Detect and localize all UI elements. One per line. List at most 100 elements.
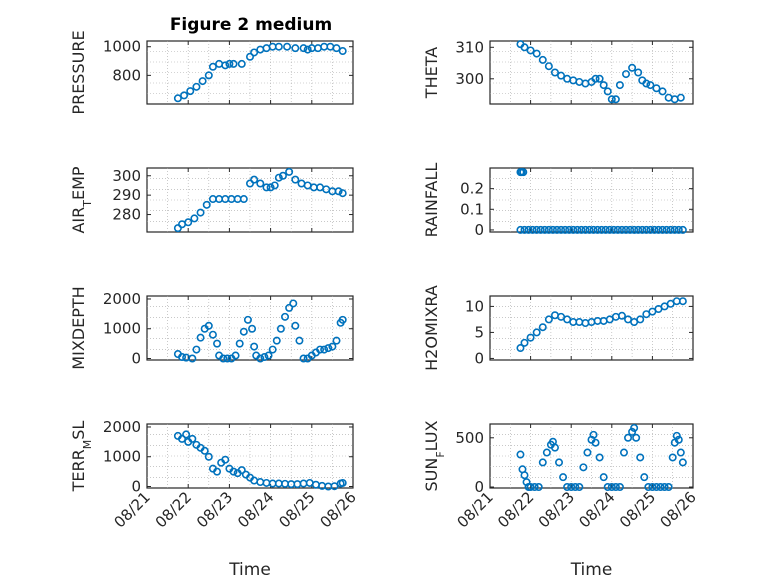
- data-point-terr_msl: [338, 478, 347, 487]
- series-h2omixra: [516, 297, 687, 353]
- ylabel-rainfall: RAINFALL: [422, 163, 441, 238]
- ylabel-part: AIR: [69, 207, 88, 234]
- data-point-rainfall: [569, 225, 578, 234]
- data-point-theta: [595, 74, 604, 83]
- data-point-rainfall: [557, 225, 566, 234]
- series-theta: [516, 40, 685, 104]
- data-point-rainfall: [670, 225, 679, 234]
- data-point-air_temp: [250, 175, 259, 184]
- data-point-pressure: [332, 44, 341, 53]
- data-point-mixdepth: [178, 353, 187, 362]
- data-point-theta: [676, 93, 685, 102]
- data-point-theta: [634, 68, 643, 77]
- data-point-mixdepth: [213, 339, 222, 348]
- data-point-terr_msl: [204, 452, 213, 461]
- ytick-label-pressure: 800: [112, 66, 141, 84]
- xtick-label-terr_msl: 08/25: [275, 488, 318, 531]
- ytick-label-sun_flux: 500: [455, 429, 484, 447]
- data-point-theta: [652, 84, 661, 93]
- ytick-label-air_temp: 290: [112, 186, 141, 204]
- grid-theta: [490, 41, 693, 104]
- data-point-mixdepth: [264, 351, 273, 360]
- ytick-label-air_temp: 300: [112, 167, 141, 185]
- ylabel-mixdepth: MIXDEPTH: [69, 286, 88, 369]
- ylabel-part: MIXDEPTH: [69, 286, 88, 369]
- data-point-sun_flux: [668, 453, 677, 462]
- data-point-sun_flux: [550, 443, 559, 452]
- data-point-sun_flux: [652, 483, 661, 492]
- grid-mixdepth: [147, 296, 353, 360]
- ylabel-part: RAINFALL: [422, 163, 441, 238]
- series-terr_msl: [173, 430, 347, 491]
- data-point-pressure: [303, 45, 312, 54]
- data-point-h2omixra: [678, 297, 687, 306]
- data-point-sun_flux: [530, 483, 539, 492]
- ylabel-theta: THETA: [422, 47, 441, 99]
- data-point-sun_flux: [526, 483, 535, 492]
- xtick-label-sun_flux: 08/26: [657, 488, 700, 531]
- data-point-rainfall: [626, 225, 635, 234]
- ytick-label-rainfall: 0.1: [460, 200, 484, 218]
- data-point-air_temp: [184, 218, 193, 227]
- data-point-pressure: [229, 59, 238, 68]
- data-point-pressure: [221, 61, 230, 70]
- data-point-rainfall: [613, 225, 622, 234]
- data-point-rainfall: [577, 225, 586, 234]
- data-point-pressure: [173, 94, 182, 103]
- data-point-rainfall: [678, 225, 687, 234]
- data-point-sun_flux: [542, 448, 551, 457]
- data-point-mixdepth: [250, 342, 259, 351]
- data-point-air_temp: [202, 200, 211, 209]
- data-point-sun_flux: [571, 483, 580, 492]
- data-point-mixdepth: [291, 321, 300, 330]
- ylabel-terr_msl: TERRMSL: [69, 421, 94, 493]
- data-point-mixdepth: [299, 354, 308, 363]
- data-point-sun_flux: [555, 458, 564, 467]
- data-point-pressure: [237, 59, 246, 68]
- data-point-h2omixra: [526, 333, 535, 342]
- data-point-pressure: [338, 47, 347, 56]
- grid-rainfall: [490, 168, 693, 232]
- data-point-terr_msl: [237, 466, 246, 475]
- xtick-label-sun_flux: 08/24: [575, 488, 618, 531]
- data-point-sun_flux: [563, 483, 572, 492]
- data-point-pressure: [250, 48, 259, 57]
- data-point-pressure: [204, 71, 213, 80]
- data-point-sun_flux: [538, 458, 547, 467]
- data-point-pressure: [246, 52, 255, 61]
- data-point-rainfall: [532, 225, 541, 234]
- data-point-mixdepth: [192, 345, 201, 354]
- data-point-mixdepth: [196, 333, 205, 342]
- ytick-label-theta: 310: [455, 38, 484, 56]
- data-point-rainfall: [581, 225, 590, 234]
- data-point-pressure: [208, 62, 217, 71]
- data-point-theta: [599, 81, 608, 90]
- ylabel-part: PRESSURE: [69, 30, 88, 114]
- ylabel-part: EMP: [69, 166, 88, 200]
- data-point-mixdepth: [276, 324, 285, 333]
- data-point-theta: [550, 68, 559, 77]
- data-point-theta: [607, 95, 616, 104]
- data-point-mixdepth: [223, 354, 232, 363]
- data-point-sun_flux: [644, 483, 653, 492]
- xtick-label-sun_flux: 08/22: [494, 488, 537, 531]
- data-point-rainfall: [548, 225, 557, 234]
- data-point-sun_flux: [672, 431, 681, 440]
- data-point-rainfall: [601, 225, 610, 234]
- ytick-label-air_temp: 280: [112, 206, 141, 224]
- data-point-terr_msl: [213, 467, 222, 476]
- series-mixdepth: [173, 299, 347, 363]
- ytick-label-h2omixra: 5: [474, 323, 484, 341]
- data-point-h2omixra: [516, 344, 525, 353]
- data-point-sun_flux: [534, 483, 543, 492]
- data-point-rainfall: [638, 225, 647, 234]
- data-point-rainfall: [573, 225, 582, 234]
- data-point-pressure: [198, 77, 207, 86]
- data-point-rainfall: [520, 225, 529, 234]
- data-point-sun_flux: [636, 453, 645, 462]
- ytick-label-rainfall: 0.2: [460, 180, 484, 198]
- data-point-theta: [520, 43, 529, 52]
- ytick-label-h2omixra: 0: [474, 349, 484, 367]
- ylabel-part: LUX: [422, 420, 441, 451]
